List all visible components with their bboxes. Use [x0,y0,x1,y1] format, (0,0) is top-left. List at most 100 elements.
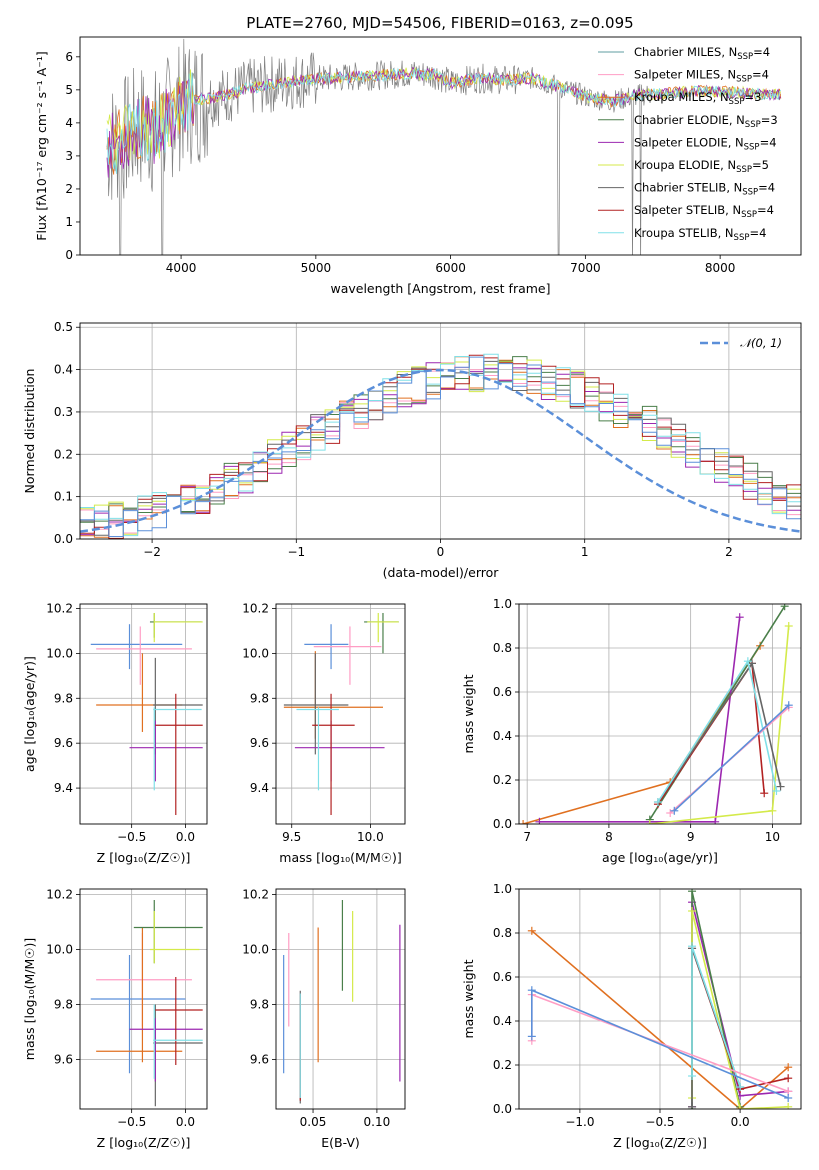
legend-label: Kroupa ELODIE, NSSP=5 [634,158,769,175]
y-tick-label: 9.8 [250,691,269,705]
y-tick-label: 1.0 [493,597,512,611]
y-tick-label: 9.6 [54,1053,73,1067]
x-tick-label: 10 [765,830,780,844]
x-tick-label: 9 [687,830,695,844]
x-tick-label: 0.10 [364,1115,391,1129]
axes-frame [79,603,208,825]
x-axis-label: (data-model)/error [383,565,500,580]
y-tick-label: 10.0 [46,646,73,660]
y-tick-label: 0.4 [493,729,512,743]
y-axis-label: mass weight [461,959,476,1038]
x-axis-label: age [log₁₀(age/yr)] [602,850,718,865]
x-tick-label: 0.0 [176,830,195,844]
y-tick-label: 10.0 [242,943,269,957]
legend-label: Chabrier ELODIE, NSSP=3 [634,113,778,130]
x-tick-label: −0.5 [645,1115,674,1129]
y-tick-label: 0.0 [493,1102,512,1116]
weight-line [673,704,790,812]
legend-label: Chabrier STELIB, NSSP=4 [634,181,775,198]
axes-frame [79,322,802,540]
age-vs-mass-panel: 9.5 10.0 9.4 9.6 9.8 10.0 10.2 mass [log₁₀(M/M☉… [242,601,406,865]
errorbars [283,900,401,1104]
weight-lines [527,889,793,1109]
y-tick-label: 9.8 [54,691,73,705]
x-tick-label: 4000 [166,261,197,275]
x-tick-label: −1.0 [565,1115,594,1129]
y-axis-label: age [log₁₀(age/yr)] [22,656,37,772]
y-tick-label: 5 [65,83,73,97]
y-tick-label: 0.2 [493,1058,512,1072]
errorbars [90,612,203,816]
x-axis-label: mass [log₁₀(M/M☉)] [279,850,401,865]
y-tick-label: 0.3 [54,405,73,419]
y-tick-label: 9.6 [250,1053,269,1067]
y-axis-label: Normed distribution [22,369,37,494]
x-tick-label: 9.5 [282,830,301,844]
legend-label: Kroupa STELIB, NSSP=4 [634,226,766,243]
y-tick-label: 3 [65,149,73,163]
histogram-step [80,356,801,537]
x-tick-label: 0 [437,545,445,559]
errorbars [283,612,399,816]
x-tick-label: 2 [725,545,733,559]
x-tick-label: 0.05 [300,1115,327,1129]
x-axis-label: Z [log₁₀(Z/Z☉)] [97,850,191,865]
y-tick-label: 10.2 [46,601,73,615]
axes-frame [275,603,406,825]
axes-frame [518,603,802,825]
x-tick-label: 7 [523,830,531,844]
y-tick-label: 4 [65,116,73,130]
legend-label: Salpeter MILES, NSSP=4 [634,68,769,85]
x-tick-label: 8 [605,830,613,844]
weight-line [691,948,741,1107]
x-tick-label: 0.0 [731,1115,750,1129]
y-tick-label: 6 [65,50,73,64]
y-tick-label: 0.2 [54,447,73,461]
spectrum-model-line [106,66,782,178]
y-tick-label: 9.8 [250,998,269,1012]
gaussian-curve [80,368,801,533]
legend-label: 𝒩(0, 1) [740,336,782,350]
y-tick-label: 9.6 [54,736,73,750]
x-tick-label: 8000 [705,261,736,275]
spectrum-legend: Chabrier MILES, NSSP=4 Salpeter MILES, NS… [598,45,778,243]
y-axis-label: Flux [fλ10⁻¹⁷ erg cm⁻² s⁻¹ A⁻¹] [34,51,49,240]
weight-vs-age-panel: 7 8 9 10 0.0 0.2 0.4 0.6 0.8 1.0 age [log₁₀(age/yr… [461,597,802,865]
x-tick-label: −2 [143,545,161,559]
weight-line [657,661,765,805]
y-tick-label: 10.0 [46,943,73,957]
y-axis-label: mass [log₁₀(M/M☉)] [22,938,37,1060]
x-tick-label: −1 [287,545,305,559]
weight-lines [519,604,793,824]
y-tick-label: 10.2 [46,888,73,902]
y-axis-label: mass weight [461,674,476,753]
mass-vs-ebv-panel: 0.05 0.10 9.6 9.8 10.0 10.2 E(B-V) [242,888,406,1150]
x-tick-label: 5000 [301,261,332,275]
x-tick-label: 7000 [570,261,601,275]
y-tick-label: 0.2 [493,773,512,787]
x-axis-label: Z [log₁₀(Z/Z☉)] [613,1135,707,1150]
y-tick-label: 0.6 [493,685,512,699]
x-tick-label: −0.5 [117,1115,146,1129]
y-tick-label: 0.4 [54,363,73,377]
spectrum-model-line [106,67,782,174]
y-tick-label: 0.8 [493,641,512,655]
y-tick-label: 2 [65,182,73,196]
x-tick-label: 1 [581,545,589,559]
y-tick-label: 10.2 [242,888,269,902]
legend-label: Salpeter ELODIE, NSSP=4 [634,135,777,152]
y-tick-label: 9.4 [250,781,269,795]
figure-title: PLATE=2760, MJD=54506, FIBERID=0163, z=0… [246,14,633,32]
y-tick-label: 0.0 [493,817,512,831]
age-vs-Z-panel: −0.5 0.0 9.4 9.6 9.8 10.0 10.2 Z [log₁₀(Z/Z☉)] a… [22,601,208,865]
x-tick-label: 6000 [435,261,466,275]
weight-vs-Z-panel: −1.0 −0.5 0.0 0.0 0.2 0.4 0.6 0.8 1.0 Z [log₁₀(Z/… [461,882,802,1150]
x-axis-label: E(B-V) [321,1135,360,1150]
y-tick-label: 1 [65,215,73,229]
legend-label: Chabrier MILES, NSSP=4 [634,45,770,62]
y-tick-label: 1.0 [493,882,512,896]
y-tick-label: 9.4 [54,781,73,795]
y-tick-label: 0 [65,248,73,262]
legend-label: Kroupa MILES, NSSP=3 [634,90,761,107]
